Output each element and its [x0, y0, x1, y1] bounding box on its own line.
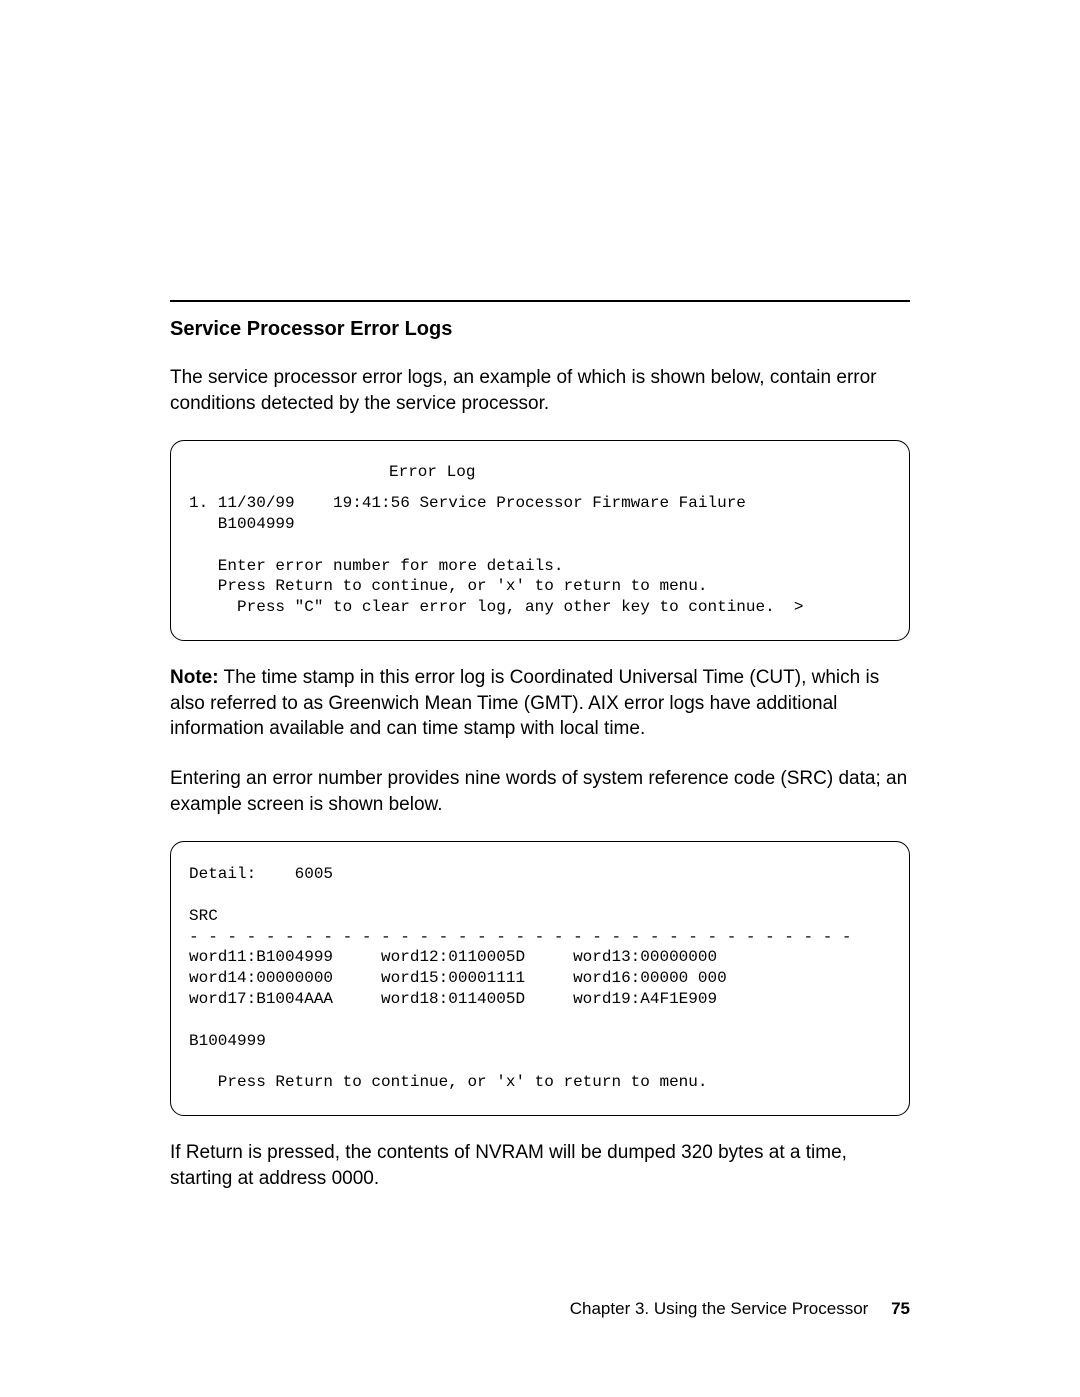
footer-page-number: 75 [891, 1299, 910, 1318]
note-paragraph: Note: The time stamp in this error log i… [170, 665, 910, 742]
terminal2-content: Detail: 6005 SRC - - - - - - - - - - - -… [189, 864, 891, 1093]
page-footer: Chapter 3. Using the Service Processor 7… [570, 1299, 910, 1319]
intro-paragraph: The service processor error logs, an exa… [170, 365, 910, 416]
closing-paragraph: If Return is pressed, the contents of NV… [170, 1140, 910, 1191]
terminal-src-detail: Detail: 6005 SRC - - - - - - - - - - - -… [170, 841, 910, 1116]
footer-chapter: Chapter 3. Using the Service Processor [570, 1299, 869, 1318]
section-title: Service Processor Error Logs [170, 318, 910, 341]
note-body: The time stamp in this error log is Coor… [170, 667, 879, 739]
terminal-error-log: Error Log 1. 11/30/99 19:41:56 Service P… [170, 440, 910, 641]
terminal1-content: 1. 11/30/99 19:41:56 Service Processor F… [189, 493, 891, 618]
section-rule [170, 300, 910, 302]
terminal1-title: Error Log [189, 463, 891, 481]
mid-paragraph: Entering an error number provides nine w… [170, 766, 910, 817]
note-label: Note: [170, 667, 219, 688]
page: Service Processor Error Logs The service… [0, 0, 1080, 1397]
